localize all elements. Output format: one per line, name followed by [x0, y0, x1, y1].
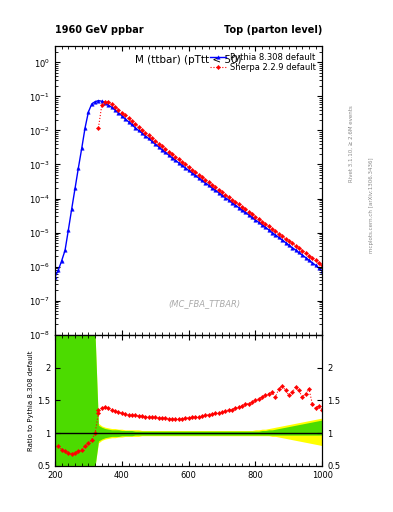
Legend: Pythia 8.308 default, Sherpa 2.2.9 default: Pythia 8.308 default, Sherpa 2.2.9 defau… — [207, 50, 318, 75]
Sherpa 2.2.9 default — [300, 248, 305, 254]
Sherpa 2.2.9 default — [320, 262, 325, 268]
Text: Rivet 3.1.10, ≥ 2.6M events: Rivet 3.1.10, ≥ 2.6M events — [349, 105, 354, 182]
Sherpa 2.2.9 default — [153, 138, 158, 144]
Text: Top (parton level): Top (parton level) — [224, 25, 322, 35]
Pythia 8.308 default — [223, 195, 228, 201]
Sherpa 2.2.9 default — [103, 99, 108, 105]
Sherpa 2.2.9 default — [150, 135, 154, 141]
Text: M (ttbar) (pTtt < 50): M (ttbar) (pTtt < 50) — [136, 55, 242, 65]
Pythia 8.308 default — [203, 180, 208, 186]
Sherpa 2.2.9 default — [193, 169, 198, 175]
Pythia 8.308 default — [273, 232, 278, 238]
Sherpa 2.2.9 default — [230, 197, 235, 203]
Y-axis label: Ratio to Pythia 8.308 default: Ratio to Pythia 8.308 default — [28, 350, 34, 451]
Text: (MC_FBA_TTBAR): (MC_FBA_TTBAR) — [169, 299, 241, 308]
Pythia 8.308 default — [96, 98, 101, 104]
Sherpa 2.2.9 default — [96, 124, 101, 131]
Line: Pythia 8.308 default: Pythia 8.308 default — [53, 99, 324, 279]
Text: mcplots.cern.ch [arXiv:1306.3436]: mcplots.cern.ch [arXiv:1306.3436] — [369, 157, 374, 252]
Pythia 8.308 default — [253, 217, 258, 223]
Sherpa 2.2.9 default — [226, 194, 231, 200]
Line: Sherpa 2.2.9 default: Sherpa 2.2.9 default — [97, 100, 324, 267]
Pythia 8.308 default — [286, 242, 291, 248]
Pythia 8.308 default — [296, 249, 301, 255]
Text: 1960 GeV ppbar: 1960 GeV ppbar — [55, 25, 144, 35]
Pythia 8.308 default — [320, 268, 325, 274]
Pythia 8.308 default — [53, 274, 57, 280]
